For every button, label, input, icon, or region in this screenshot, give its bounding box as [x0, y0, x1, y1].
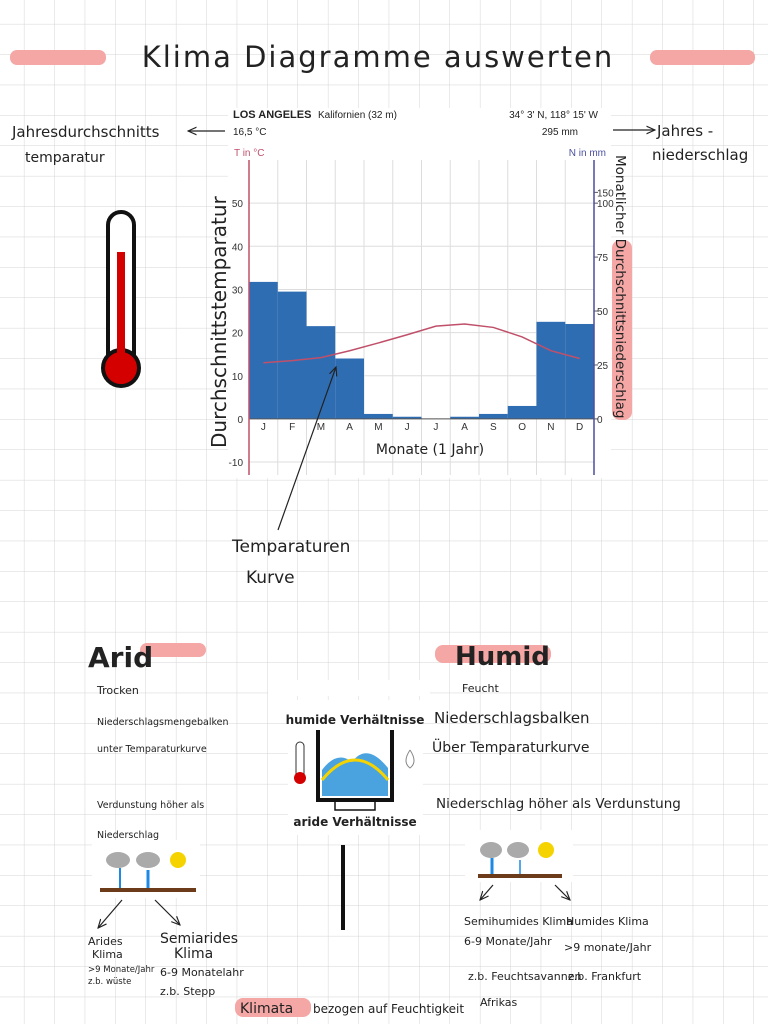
x-tick-label: J: [433, 422, 438, 433]
annotation: Monate (1 Jahr): [376, 442, 484, 458]
precipitation-bar: [565, 323, 594, 419]
y-tick-label: 0: [237, 415, 243, 426]
x-tick-label: N: [547, 422, 554, 433]
climate-type: Humides Klima: [566, 915, 649, 928]
weather-icon-humid: [465, 830, 573, 882]
precipitation-bar: [507, 405, 537, 419]
x-tick-label: A: [461, 422, 468, 433]
annotation: Kurve: [246, 568, 295, 588]
annotation: Monatlicher Durchschnittsniederschlag: [612, 155, 628, 418]
note-line: Niederschlag: [97, 830, 159, 841]
y2-tick-label: 150: [597, 188, 614, 199]
note-line: Niederschlagsbalken: [434, 709, 590, 727]
region: Kalifornien (32 m): [318, 110, 397, 121]
climate-detail: 6-9 Monate/Jahr: [464, 935, 552, 948]
y-tick-label: 40: [232, 242, 244, 253]
annotation: Durchschnittstemparatur: [207, 195, 231, 448]
climate-detail: >9 monate/Jahr: [564, 941, 652, 954]
temperature-line: [263, 323, 580, 364]
footer-highlight: Klimata: [240, 1001, 293, 1017]
annual-precipitation: 295 mm: [542, 127, 578, 138]
y-tick-label: 30: [232, 285, 244, 296]
climate-detail: Afrikas: [480, 996, 518, 1009]
y2-tick-label: 50: [597, 307, 609, 318]
climate-type: Semihumides Klima: [464, 915, 573, 928]
x-tick-label: A: [346, 422, 353, 433]
note-line: Feucht: [462, 682, 499, 695]
climate-type: Semiarides: [160, 931, 238, 947]
precipitation-bar: [479, 413, 508, 419]
page-title: Klima Diagramme auswerten: [142, 40, 615, 74]
x-tick-label: M: [374, 422, 382, 433]
precipitation-bar: [450, 416, 479, 419]
annotation: temparatur: [25, 150, 105, 166]
note-line: Trocken: [96, 684, 139, 697]
y-tick-label: 20: [232, 329, 244, 340]
coords: 34° 3' N, 118° 15' W: [509, 110, 598, 121]
climate-detail: z.b. Frankfurt: [568, 970, 642, 983]
diagram-label: humide Verhältnisse: [286, 713, 425, 727]
station: LOS ANGELES: [233, 109, 311, 121]
x-tick-label: M: [317, 422, 325, 433]
climate-detail: z.b. Feuchtsavannen: [468, 970, 581, 983]
annotation: niederschlag: [652, 146, 748, 164]
y-axis-label: T in °C: [234, 148, 265, 159]
section-heading: Humid: [455, 642, 550, 672]
weather-icon-arid: [92, 840, 200, 898]
note-line: Niederschlag höher als Verdunstung: [436, 796, 681, 812]
y2-tick-label: 25: [597, 361, 609, 372]
climate-type: Klima: [92, 948, 123, 961]
climate-type: Klima: [174, 946, 213, 962]
x-tick-label: J: [405, 422, 410, 433]
y-tick-label: 10: [232, 372, 244, 383]
precipitation-bar: [277, 291, 307, 419]
y-tick-label: 50: [232, 199, 244, 210]
diagram-label: aride Verhältnisse: [293, 815, 416, 829]
note-line: unter Temparaturkurve: [97, 744, 207, 755]
precipitation-bar: [306, 326, 336, 419]
x-tick-label: F: [289, 422, 295, 433]
climate-type: Arides: [88, 935, 123, 948]
humid-arid-diagram: [268, 680, 430, 835]
annotation: Jahres -: [656, 122, 713, 140]
annotation: Temparaturen: [231, 537, 350, 557]
y2-tick-label: 0: [597, 415, 603, 426]
annotation: Jahresdurchschnitts: [11, 123, 160, 141]
x-tick-label: J: [261, 422, 266, 433]
note-line: Niederschlagsmengebalken: [97, 717, 229, 728]
arrows: [98, 130, 655, 928]
footer-text: bezogen auf Feuchtigkeit: [313, 1002, 464, 1016]
section-heading: Arid: [88, 641, 153, 674]
precipitation-bar: [335, 358, 364, 419]
x-tick-label: O: [518, 422, 526, 433]
precipitation-bar: [392, 416, 422, 419]
x-tick-label: S: [490, 422, 497, 433]
precipitation-bar: [536, 321, 566, 419]
climate-detail: z.b. Stepp: [160, 985, 215, 998]
climate-detail: 6-9 Monatelahr: [160, 966, 244, 979]
climate-detail: >9 Monate/Jahr: [88, 965, 155, 975]
precipitation-bar: [364, 413, 393, 419]
precipitation-bar: [249, 281, 278, 419]
climate-detail: z.b. wüste: [88, 977, 131, 987]
thermometer-icon: [101, 210, 141, 388]
y2-tick-label: 75: [597, 253, 609, 264]
y-tick-label: -10: [229, 458, 244, 469]
x-tick-label: D: [576, 422, 583, 433]
mean-temperature: 16,5 °C: [233, 127, 266, 138]
y2-axis-label: N in mm: [569, 148, 606, 159]
note-line: Über Temparaturkurve: [432, 738, 590, 756]
y2-tick-label: 100: [597, 199, 614, 210]
note-line: Verdunstung höher als: [97, 800, 204, 811]
